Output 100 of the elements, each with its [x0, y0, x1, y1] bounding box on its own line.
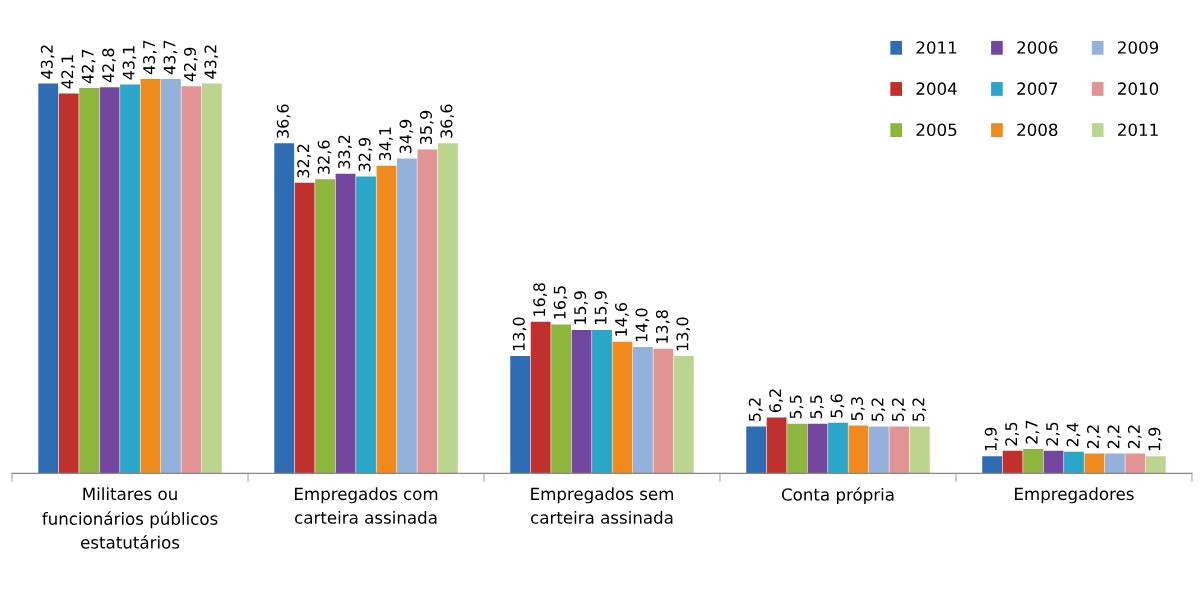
bar — [510, 356, 531, 474]
data-label: 2,4 — [1066, 423, 1081, 447]
bar — [746, 426, 767, 474]
bar — [1064, 451, 1084, 474]
bar — [1023, 449, 1043, 474]
data-label: 14,0 — [635, 308, 650, 342]
bar — [274, 143, 295, 474]
data-label: 42,1 — [61, 55, 75, 89]
bar — [181, 86, 202, 474]
data-label: 15,9 — [574, 291, 588, 324]
legend-label: 2011 — [1118, 123, 1158, 137]
bar — [356, 176, 376, 474]
bar — [571, 329, 592, 474]
bar — [848, 425, 869, 474]
bar — [99, 87, 120, 474]
data-label: 15,9 — [594, 291, 609, 324]
data-label: 36,6 — [276, 104, 291, 138]
bar — [889, 426, 910, 474]
legend-label: 2010 — [1118, 82, 1159, 95]
x-tick-label: Conta própria — [781, 487, 894, 505]
bar — [397, 158, 417, 474]
bar — [592, 329, 612, 474]
legend-label: 2007 — [1017, 82, 1058, 95]
bar — [982, 456, 1003, 474]
legend-label: 2011 — [916, 41, 957, 54]
bar — [909, 426, 930, 474]
bar — [530, 321, 551, 474]
bar — [1084, 453, 1105, 474]
bar — [868, 426, 889, 474]
data-label: 34,1 — [379, 127, 393, 161]
legend-label: 2009 — [1118, 41, 1159, 54]
bar — [807, 423, 828, 474]
bar — [161, 79, 181, 474]
x-tick-label: Empregados com carteira assinada — [295, 487, 438, 524]
data-label: 2,5 — [1005, 422, 1019, 446]
data-label: 34,9 — [399, 119, 414, 154]
bar — [417, 149, 438, 474]
bar — [766, 417, 787, 474]
data-label: 36,6 — [440, 104, 455, 138]
legend-label: 2005 — [916, 123, 957, 137]
data-label: 43,7 — [163, 40, 178, 75]
bar — [828, 422, 848, 474]
data-label: 1,9 — [1148, 427, 1163, 451]
bar — [551, 324, 572, 474]
data-label: 43,2 — [40, 45, 55, 79]
data-label: 13,8 — [655, 310, 670, 343]
data-label: 2,2 — [1107, 425, 1122, 449]
bar — [79, 88, 100, 474]
x-tick-label: Empregados sem carteira assinada — [531, 487, 673, 524]
bar — [673, 356, 694, 474]
x-tick-label: Empregadores — [1015, 487, 1134, 504]
data-label: 16,8 — [533, 283, 547, 316]
data-label: 32,9 — [358, 137, 373, 172]
data-label: 42,9 — [183, 47, 198, 82]
data-label: 33,2 — [338, 135, 352, 169]
data-label: 5,2 — [912, 398, 927, 422]
data-label: 1,9 — [984, 427, 999, 451]
data-label: 43,7 — [143, 40, 157, 75]
bar — [1145, 456, 1166, 474]
legend-label: 2008 — [1017, 123, 1058, 137]
bar — [376, 165, 397, 474]
bar — [335, 173, 356, 474]
data-label: 32,2 — [297, 144, 311, 178]
data-label: 5,6 — [830, 394, 845, 418]
bar — [437, 143, 458, 474]
data-label: 32,6 — [317, 140, 332, 174]
data-label: 2,7 — [1025, 420, 1040, 444]
data-label: 14,6 — [615, 302, 629, 336]
data-label: 42,7 — [81, 49, 96, 84]
bar — [315, 179, 336, 474]
data-label: 35,9 — [419, 110, 434, 145]
data-label: 5,2 — [871, 398, 886, 422]
data-label: 6,2 — [769, 389, 783, 413]
bar — [632, 347, 653, 474]
bar — [1125, 453, 1146, 474]
bar — [294, 182, 315, 474]
bar — [653, 348, 674, 474]
data-label: 2,2 — [1086, 425, 1101, 449]
data-label: 5,3 — [850, 397, 865, 421]
legend-label: 2006 — [1017, 41, 1058, 54]
bar — [140, 79, 161, 474]
bar — [612, 341, 633, 474]
bar — [1104, 453, 1125, 474]
data-label: 16,5 — [553, 286, 568, 319]
data-label: 5,5 — [810, 395, 824, 419]
data-label: 43,1 — [122, 46, 137, 80]
bar — [120, 84, 140, 474]
data-label: 43,2 — [204, 45, 219, 79]
bar — [1002, 450, 1023, 474]
data-label: 13,0 — [676, 317, 691, 351]
data-label: 2,5 — [1046, 422, 1060, 446]
data-label: 2,2 — [1127, 425, 1142, 449]
data-label: 5,2 — [891, 398, 906, 422]
bar — [201, 83, 222, 474]
legend-label: 2004 — [916, 82, 957, 95]
bar — [787, 423, 807, 474]
bar — [38, 83, 59, 474]
data-label: 13,0 — [512, 317, 527, 351]
data-label: 5,2 — [748, 398, 763, 422]
bar — [1043, 450, 1064, 474]
